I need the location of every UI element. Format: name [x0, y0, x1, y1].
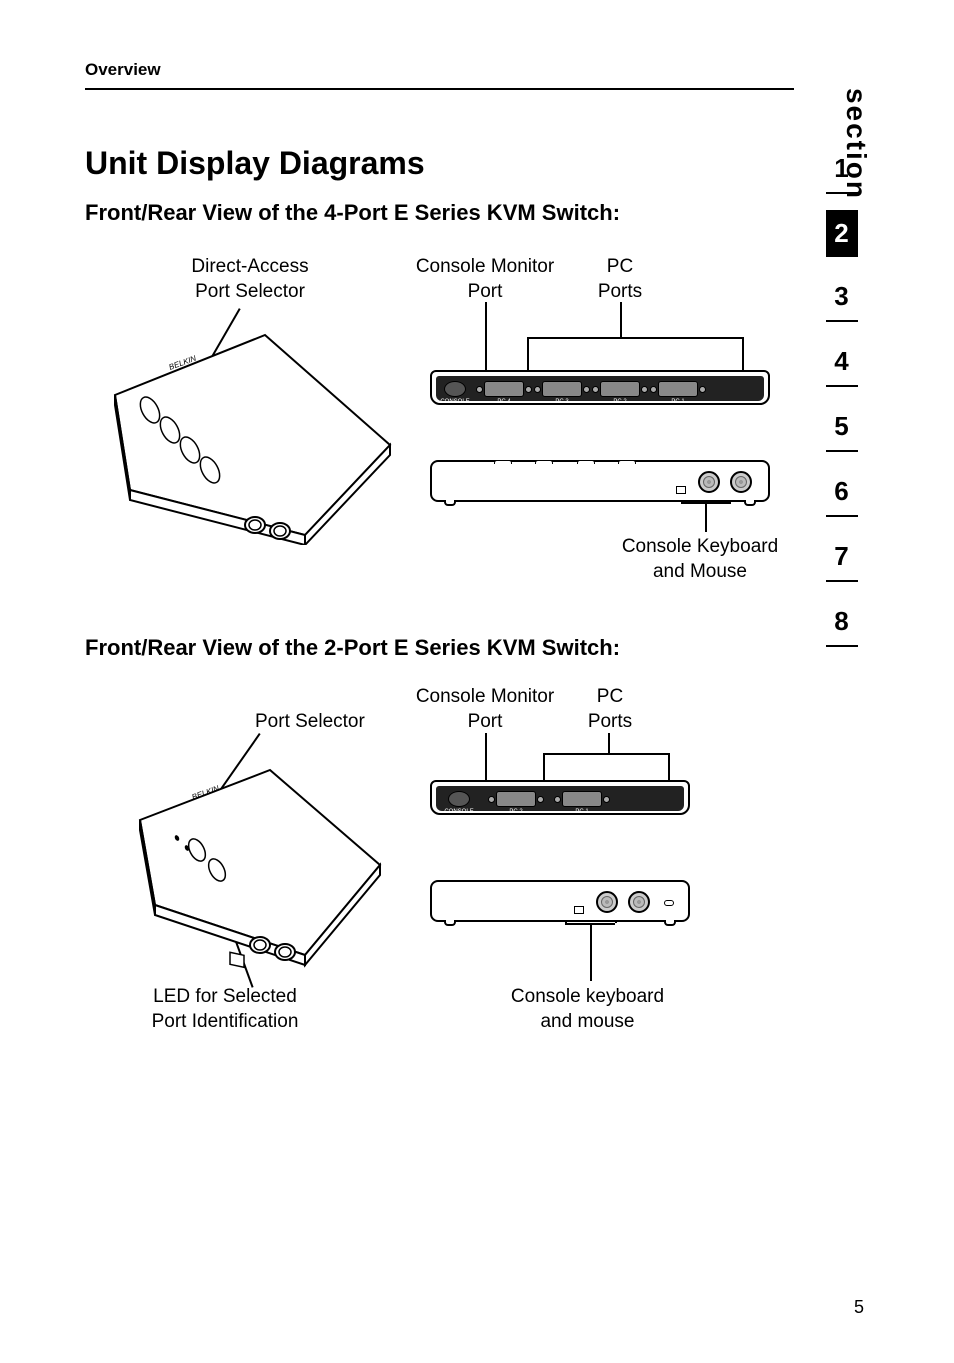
console-port-icon — [448, 791, 470, 807]
nav-item-2[interactable]: 2 — [826, 210, 858, 257]
leader-line — [485, 302, 487, 370]
ps2-port-icon — [730, 471, 752, 493]
callout-text: and Mouse — [653, 561, 747, 582]
leader-line — [543, 753, 545, 780]
callout-text: Console Monitor — [416, 256, 554, 277]
subtitle-4port: Front/Rear View of the 4-Port E Series K… — [85, 200, 620, 226]
callout-console-kb: Console Keyboard and Mouse — [595, 535, 805, 584]
port-label: PC 4 — [484, 399, 524, 405]
device-rear-4port-bottom — [430, 460, 770, 502]
leader-line — [681, 502, 731, 504]
leader-line — [742, 337, 744, 370]
leader-line — [608, 733, 610, 753]
nav-item-5[interactable]: 5 — [826, 403, 858, 452]
callout-text: Port Identification — [152, 1011, 299, 1032]
nav-item-8[interactable]: 8 — [826, 598, 858, 647]
leader-line — [485, 733, 487, 780]
port-label: PC 2 — [496, 809, 536, 815]
main-title: Unit Display Diagrams — [85, 145, 425, 182]
port-label: CONSOLE — [438, 809, 480, 815]
callout-text: Port Selector — [255, 711, 365, 732]
subtitle-2port: Front/Rear View of the 2-Port E Series K… — [85, 635, 620, 661]
callout-text: Direct-Access — [191, 256, 308, 277]
callout-port-selector: Port Selector — [255, 710, 395, 735]
leader-line — [705, 502, 707, 532]
port-hole-icon — [574, 906, 584, 914]
callout-text: Console Keyboard — [622, 536, 778, 557]
callout-text: PC — [607, 256, 633, 277]
ps2-port-icon — [628, 891, 650, 913]
port-label: PC 1 — [562, 809, 602, 815]
console-port-icon — [444, 381, 466, 397]
header-title: Overview — [85, 60, 161, 79]
vga-port-icon — [542, 381, 582, 397]
leader-line — [527, 337, 742, 339]
callout-text: Ports — [598, 281, 642, 302]
diagram-4port: Direct-Access Port Selector Console Moni… — [85, 240, 784, 600]
page-header: Overview — [85, 60, 794, 90]
callout-led: LED for Selected Port Identification — [125, 985, 325, 1034]
port-label: PC 3 — [542, 399, 582, 405]
leader-line — [543, 753, 668, 755]
device-front-svg: BELKIN — [95, 325, 395, 545]
callout-pc-ports-2: PC Ports — [565, 685, 655, 734]
page-number: 5 — [854, 1297, 864, 1318]
ps2-port-icon — [698, 471, 720, 493]
nav-item-4[interactable]: 4 — [826, 338, 858, 387]
callout-text: Port — [468, 281, 503, 302]
power-hole-icon — [664, 900, 674, 906]
callout-text: Ports — [588, 711, 632, 732]
callout-console-monitor-2: Console Monitor Port — [395, 685, 575, 734]
callout-text: Console keyboard — [511, 986, 664, 1007]
section-nav: 1 2 3 4 5 6 7 8 — [814, 145, 869, 663]
device-rear-2port-top: CONSOLE PC 2 PC 1 — [430, 780, 690, 815]
leader-line — [590, 923, 592, 981]
diagram-2port: Port Selector Console Monitor Port PC Po… — [85, 680, 784, 1050]
callout-console-monitor: Console Monitor Port — [395, 255, 575, 304]
callout-text: Console Monitor — [416, 686, 554, 707]
leader-line — [527, 337, 529, 370]
device-front-2port: BELKIN — [125, 760, 385, 970]
port-label: PC 2 — [600, 399, 640, 405]
leader-line — [620, 302, 622, 337]
section-label: section — [840, 88, 872, 200]
vga-port-icon — [496, 791, 536, 807]
ps2-port-icon — [596, 891, 618, 913]
nav-item-7[interactable]: 7 — [826, 533, 858, 582]
callout-text: PC — [597, 686, 623, 707]
nav-item-3[interactable]: 3 — [826, 273, 858, 322]
leader-line — [668, 753, 670, 780]
port-label: CONSOLE — [434, 399, 476, 405]
callout-text: Port — [468, 711, 503, 732]
vga-port-icon — [562, 791, 602, 807]
device-rear-4port-top: CONSOLE PC 4 PC 3 PC 2 PC 1 — [430, 370, 770, 405]
port-hole-icon — [676, 486, 686, 494]
port-label: PC 1 — [658, 399, 698, 405]
nav-item-6[interactable]: 6 — [826, 468, 858, 517]
device-front-2-svg: BELKIN — [125, 760, 385, 970]
callout-text: and mouse — [540, 1011, 634, 1032]
vga-port-icon — [484, 381, 524, 397]
callout-pc-ports: PC Ports — [575, 255, 665, 304]
device-rear-2port-bottom — [430, 880, 690, 922]
device-front-4port: BELKIN — [95, 325, 395, 545]
vga-port-icon — [658, 381, 698, 397]
callout-text: LED for Selected — [153, 986, 297, 1007]
callout-text: Port Selector — [195, 281, 305, 302]
leader-line — [565, 923, 615, 925]
vga-port-icon — [600, 381, 640, 397]
callout-direct-access: Direct-Access Port Selector — [160, 255, 340, 304]
callout-console-kb-2: Console keyboard and mouse — [485, 985, 690, 1034]
